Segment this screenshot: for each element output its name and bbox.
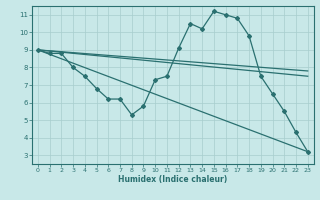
- X-axis label: Humidex (Indice chaleur): Humidex (Indice chaleur): [118, 175, 228, 184]
